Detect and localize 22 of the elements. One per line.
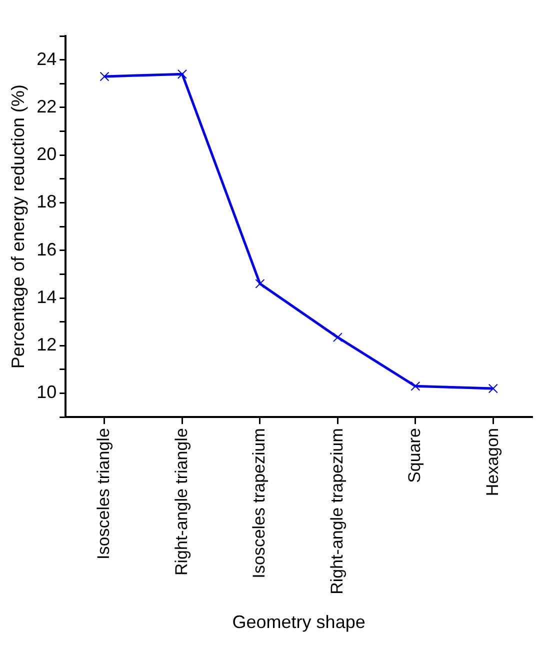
x-tick-label: Isosceles triangle: [94, 428, 114, 560]
y-axis-title: Percentage of energy reduction (%): [8, 84, 28, 369]
point: [488, 384, 498, 394]
point: [100, 72, 110, 82]
y-tick-label: 16: [36, 239, 57, 260]
x-axis-title: Geometry shape: [232, 612, 366, 632]
y-tick-label: 18: [36, 192, 57, 212]
x-tick-label: Right-angle trapezium: [327, 428, 346, 594]
point: [177, 69, 187, 79]
point: [410, 381, 420, 391]
y-tick-label: 12: [36, 334, 57, 355]
point: [255, 278, 265, 288]
x-tick-label: Isosceles trapezium: [250, 428, 269, 578]
y-tick-label: 24: [36, 48, 57, 69]
x-tick-label: Right-angle triangle: [172, 428, 191, 576]
x-tick-label: Hexagon: [482, 428, 502, 496]
point: [332, 332, 342, 342]
y-tick-label: 10: [36, 382, 57, 402]
y-tick-label: 22: [36, 96, 57, 116]
y-tick-label: 14: [36, 286, 57, 307]
x-tick-label: Square: [405, 428, 424, 483]
y-tick-label: 20: [36, 144, 57, 164]
